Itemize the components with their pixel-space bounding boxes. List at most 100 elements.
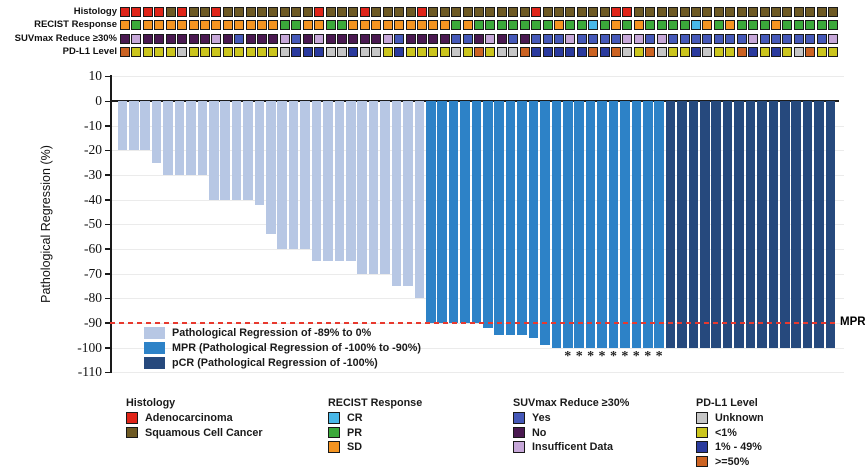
track-square [120, 6, 130, 17]
track-square [120, 33, 130, 44]
track-square [633, 6, 644, 17]
track-square [588, 33, 599, 44]
waterfall-bar [323, 101, 333, 262]
track-square [291, 20, 302, 31]
y-tick-label: -50 [84, 216, 102, 232]
track-square [633, 33, 644, 44]
waterfall-bar [277, 101, 288, 249]
waterfall-bar [528, 101, 539, 338]
track-square [713, 33, 724, 44]
track-square [257, 47, 268, 57]
track-square [222, 20, 233, 31]
waterfall-bar [825, 101, 836, 348]
legend-item-label: SD [347, 441, 362, 454]
track-square [199, 47, 210, 57]
track-square [325, 20, 336, 31]
track-square [268, 47, 279, 57]
track-square [234, 6, 245, 17]
track-square [770, 33, 781, 44]
waterfall-bar [677, 101, 687, 348]
legend-item-label: Squamous Cell Cancer [145, 426, 263, 439]
legend-swatch [696, 441, 708, 453]
track-square [542, 6, 553, 17]
mpr-threshold-line [110, 321, 837, 324]
track-square [405, 6, 416, 17]
track-square [713, 6, 724, 17]
legend-swatch [513, 441, 525, 453]
track-square [816, 20, 827, 31]
track-square [451, 33, 462, 44]
track-square [222, 33, 233, 44]
track-square [679, 6, 690, 17]
track-square [805, 33, 816, 44]
track-square [736, 33, 747, 44]
track-label: SUVmax Reduce ≥30% [14, 32, 117, 44]
track-square [394, 20, 405, 31]
track-square [622, 33, 633, 44]
waterfall-bar [391, 101, 402, 286]
waterfall-bar [174, 101, 185, 175]
track-square [611, 20, 622, 31]
legend-swatch [328, 426, 340, 439]
track-square [565, 20, 576, 31]
track-square [805, 47, 816, 57]
track-square [588, 20, 599, 31]
y-axis-tick [105, 75, 110, 78]
legend-item-label: Yes [532, 412, 551, 424]
waterfall-bar [642, 101, 653, 348]
waterfall-bar [231, 101, 242, 200]
track-square [633, 47, 644, 57]
track-square [177, 33, 188, 44]
track-square [177, 20, 188, 31]
track-square [188, 47, 199, 57]
waterfall-plot: Pathological Regression (%) 10 0 -10 -20 -30… [0, 64, 865, 384]
legend-item-label: Unknown [715, 412, 764, 424]
track-square [348, 33, 359, 44]
track-square [131, 47, 142, 57]
track-square [405, 47, 416, 57]
track-square [416, 47, 427, 57]
track-square [165, 47, 176, 57]
track-square [508, 6, 519, 17]
track-square [725, 20, 736, 31]
track-square [645, 6, 656, 17]
y-axis-tick [105, 149, 110, 152]
track-square [770, 20, 781, 31]
track-square [519, 47, 530, 57]
track-square [199, 6, 210, 17]
plot-legend-swatch [144, 327, 165, 339]
asterisk-marker: * [609, 348, 617, 364]
track-square [691, 33, 701, 44]
track-square [177, 6, 188, 17]
waterfall-bar [448, 101, 459, 323]
track-square [268, 20, 279, 31]
track-square [336, 47, 347, 57]
waterfall-bar [494, 101, 505, 336]
track-square [314, 20, 325, 31]
waterfall-bar [551, 101, 562, 348]
y-axis-line [110, 75, 112, 374]
waterfall-bar [540, 101, 550, 346]
waterfall-bar [585, 101, 596, 348]
track-square [668, 33, 679, 44]
track-square [279, 47, 290, 57]
track-square [736, 47, 747, 57]
track-square [131, 20, 142, 31]
track-square [542, 47, 553, 57]
waterfall-bar [254, 101, 265, 205]
track-square [691, 6, 701, 17]
track-square [828, 33, 839, 44]
track-square [793, 6, 804, 17]
track-square [382, 47, 393, 57]
track-square [656, 6, 667, 17]
track-square [359, 33, 370, 44]
track-square [485, 33, 496, 44]
track-square [428, 47, 439, 57]
waterfall-bar [802, 101, 813, 348]
waterfall-bar [505, 101, 516, 336]
legend-group-title: PD-L1 Level [696, 397, 758, 409]
track-square [485, 6, 496, 17]
track-square [279, 20, 290, 31]
y-axis-tick [105, 174, 110, 176]
track-square [291, 33, 302, 44]
